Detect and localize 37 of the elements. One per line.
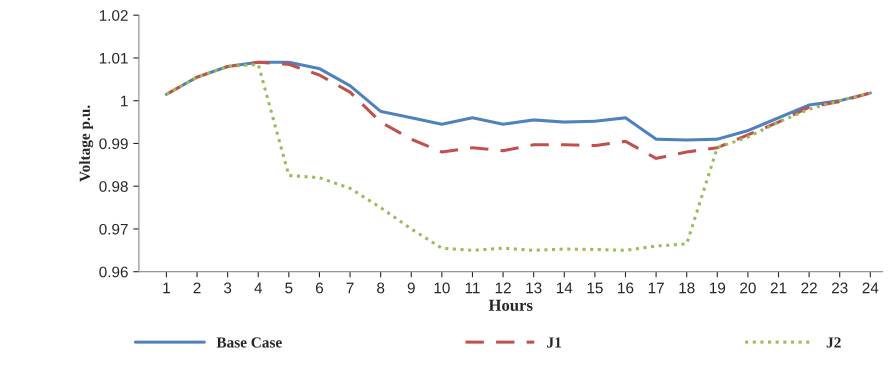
x-tick-label: 24: [862, 282, 878, 294]
x-tick-label: 17: [648, 282, 664, 294]
x-tick-label: 1: [163, 282, 170, 294]
x-tick-label: 16: [618, 282, 634, 294]
x-tick-label: 15: [588, 282, 603, 294]
x-axis-title: Hours: [488, 300, 533, 311]
x-tick-label: 3: [224, 282, 232, 294]
y-tick-label: 0.97: [99, 224, 128, 235]
y-tick-label: 0.96: [99, 266, 128, 278]
x-tick-label: 7: [346, 282, 354, 294]
y-tick-label: 1.01: [100, 52, 128, 64]
x-tick-label: 23: [832, 282, 848, 294]
x-tick-label: 6: [316, 282, 324, 294]
legend-label: J2: [826, 337, 841, 348]
x-tick-label: 10: [434, 282, 450, 294]
x-tick-label: 12: [496, 282, 511, 294]
legend-label: Base Case: [216, 337, 282, 348]
x-tick-label: 18: [679, 282, 695, 294]
y-axis-title: Voltage p.u.: [79, 106, 94, 182]
x-tick-label: 21: [770, 282, 786, 294]
y-tick-label: 1.02: [100, 10, 128, 21]
x-tick-label: 5: [285, 282, 292, 294]
x-tick-label: 20: [740, 282, 756, 294]
y-tick-label: 0.99: [99, 138, 128, 150]
legend-label: J1: [547, 337, 561, 348]
x-tick-label: 11: [466, 282, 480, 294]
x-tick-label: 4: [254, 282, 262, 294]
y-tick-label: 1: [121, 96, 128, 106]
y-tick-label: 0.98: [99, 181, 128, 192]
x-tick-label: 22: [801, 282, 817, 294]
x-tick-label: 14: [556, 282, 572, 294]
x-tick-label: 9: [408, 282, 415, 294]
x-tick-label: 8: [377, 282, 384, 294]
line-series: [164, 62, 872, 252]
x-tick-label: 19: [710, 282, 726, 294]
x-tick-label: 13: [526, 282, 542, 294]
x-tick-label: 2: [194, 282, 201, 294]
